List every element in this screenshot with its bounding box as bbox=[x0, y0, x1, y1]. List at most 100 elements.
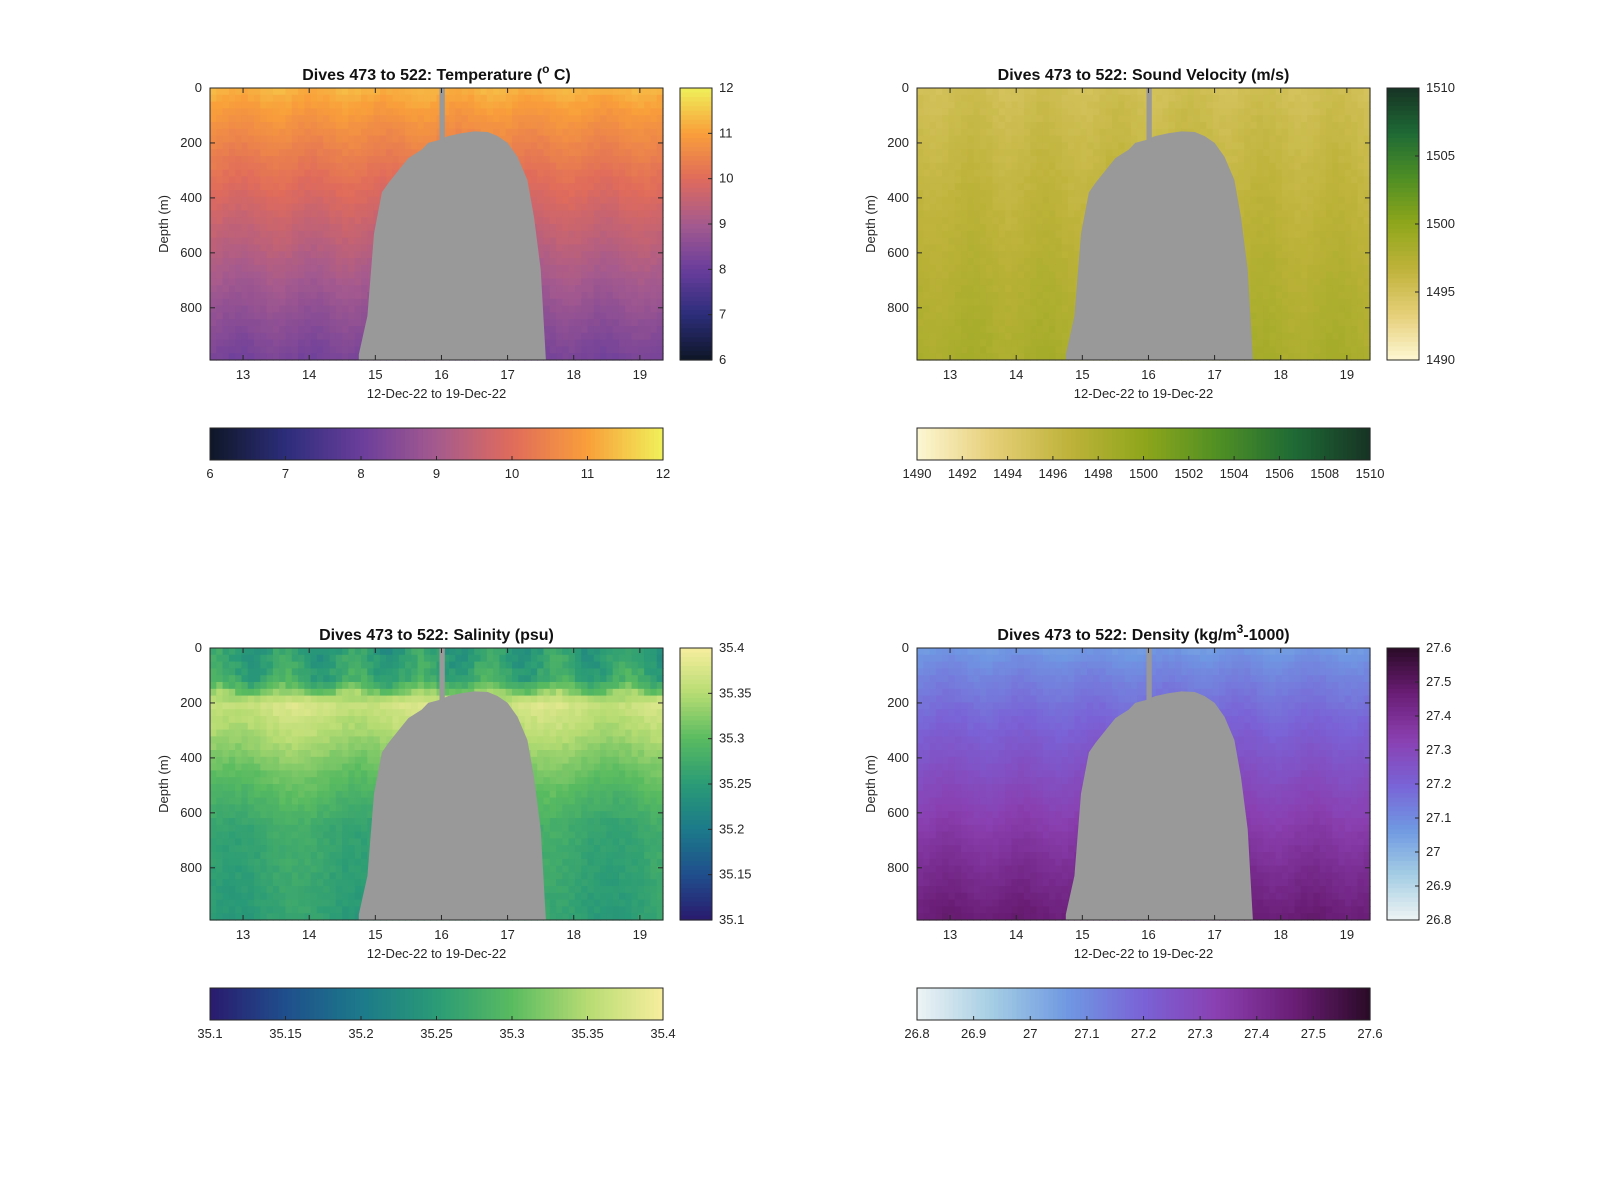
heatmap-cell bbox=[216, 217, 224, 225]
heatmap-cell bbox=[279, 278, 287, 286]
heatmap-cell bbox=[967, 251, 975, 259]
colorbar-swatch bbox=[241, 428, 247, 460]
heatmap-cell bbox=[329, 101, 337, 109]
heatmap-cell bbox=[247, 115, 255, 123]
heatmap-cell bbox=[222, 94, 230, 103]
heatmap-cell bbox=[216, 156, 224, 164]
heatmap-cell bbox=[644, 332, 652, 341]
heatmap-cell bbox=[291, 196, 299, 205]
heatmap-cell bbox=[568, 312, 576, 320]
heatmap-cell bbox=[260, 230, 268, 239]
heatmap-cell bbox=[1036, 156, 1044, 164]
heatmap-cell bbox=[512, 88, 519, 96]
heatmap-cell bbox=[637, 319, 645, 327]
heatmap-cell bbox=[1080, 203, 1088, 211]
heatmap-cell bbox=[530, 94, 538, 103]
heatmap-cell bbox=[272, 258, 280, 266]
heatmap-cell bbox=[1061, 346, 1069, 354]
heatmap-cell bbox=[361, 203, 368, 211]
heatmap-cell bbox=[241, 230, 249, 239]
heatmap-cell bbox=[1093, 94, 1101, 103]
colorbar-swatch bbox=[680, 269, 712, 275]
colorbar-swatch bbox=[680, 119, 712, 125]
heatmap-cell bbox=[986, 224, 994, 232]
heatmap-cell bbox=[1074, 101, 1082, 109]
heatmap-cell bbox=[1181, 108, 1189, 116]
heatmap-cell bbox=[935, 298, 943, 307]
heatmap-cell bbox=[279, 183, 287, 191]
heatmap-cell bbox=[556, 190, 563, 198]
heatmap-cell bbox=[291, 339, 299, 347]
heatmap-cell bbox=[935, 176, 943, 184]
heatmap-cell bbox=[235, 128, 243, 137]
heatmap-cell bbox=[235, 203, 243, 211]
heatmap-cell bbox=[367, 162, 375, 171]
heatmap-cell bbox=[241, 176, 249, 184]
heatmap-cell bbox=[549, 217, 557, 225]
heatmap-cell bbox=[342, 224, 350, 232]
heatmap-cell bbox=[1036, 230, 1044, 239]
heatmap-cell bbox=[1061, 319, 1069, 327]
heatmap-cell bbox=[537, 162, 545, 171]
heatmap-cell bbox=[329, 332, 337, 341]
heatmap-cell bbox=[556, 285, 563, 293]
heatmap-cell bbox=[1036, 142, 1044, 150]
heatmap-cell bbox=[1068, 244, 1075, 252]
heatmap-cell bbox=[593, 264, 601, 273]
heatmap-cell bbox=[1112, 108, 1119, 116]
heatmap-cell bbox=[600, 156, 607, 164]
heatmap-cell bbox=[998, 176, 1006, 184]
heatmap-cell bbox=[316, 94, 324, 103]
heatmap-cell bbox=[530, 101, 538, 109]
heatmap-cell bbox=[1193, 88, 1201, 96]
heatmap-cell bbox=[518, 156, 526, 164]
heatmap-cell bbox=[423, 101, 431, 109]
heatmap-cell bbox=[1093, 176, 1101, 184]
heatmap-cell bbox=[637, 339, 645, 347]
heatmap-cell bbox=[279, 230, 287, 239]
heatmap-cell bbox=[216, 319, 224, 327]
heatmap-cell bbox=[568, 128, 576, 137]
heatmap-cell bbox=[942, 142, 950, 150]
heatmap-cell bbox=[631, 258, 639, 266]
heatmap-cell bbox=[361, 88, 368, 96]
heatmap-cell bbox=[260, 346, 268, 354]
heatmap-cell bbox=[228, 346, 236, 354]
heatmap-cell bbox=[574, 142, 582, 150]
heatmap-cell bbox=[304, 264, 312, 273]
heatmap-cell bbox=[537, 244, 545, 252]
heatmap-cell bbox=[1030, 101, 1038, 109]
heatmap-cell bbox=[954, 251, 962, 259]
heatmap-cell bbox=[1023, 122, 1031, 130]
heatmap-cell bbox=[562, 169, 570, 177]
heatmap-cell bbox=[367, 251, 375, 259]
heatmap-cell bbox=[329, 271, 337, 279]
heatmap-cell bbox=[1068, 190, 1075, 198]
heatmap-cell bbox=[574, 298, 582, 307]
heatmap-cell bbox=[298, 162, 305, 171]
heatmap-cell bbox=[1068, 312, 1075, 320]
heatmap-cell bbox=[612, 339, 620, 347]
heatmap-cell bbox=[241, 217, 249, 225]
heatmap-cell bbox=[543, 292, 551, 300]
heatmap-cell bbox=[235, 176, 243, 184]
heatmap-cell bbox=[285, 108, 293, 116]
heatmap-cell bbox=[650, 149, 658, 157]
heatmap-cell bbox=[392, 142, 400, 150]
heatmap-cell bbox=[973, 142, 981, 150]
heatmap-cell bbox=[568, 230, 576, 239]
heatmap-cell bbox=[923, 135, 931, 143]
heatmap-cell bbox=[992, 162, 1000, 171]
heatmap-cell bbox=[1074, 258, 1082, 266]
heatmap-cell bbox=[210, 332, 217, 341]
heatmap-cell bbox=[1030, 305, 1038, 313]
heatmap-cell bbox=[304, 135, 312, 143]
heatmap-cell bbox=[386, 88, 394, 96]
heatmap-cell bbox=[272, 108, 280, 116]
heatmap-cell bbox=[254, 319, 261, 327]
heatmap-cell bbox=[316, 353, 324, 361]
heatmap-cell bbox=[562, 142, 570, 150]
heatmap-cell bbox=[361, 217, 368, 225]
heatmap-cell bbox=[967, 237, 975, 245]
